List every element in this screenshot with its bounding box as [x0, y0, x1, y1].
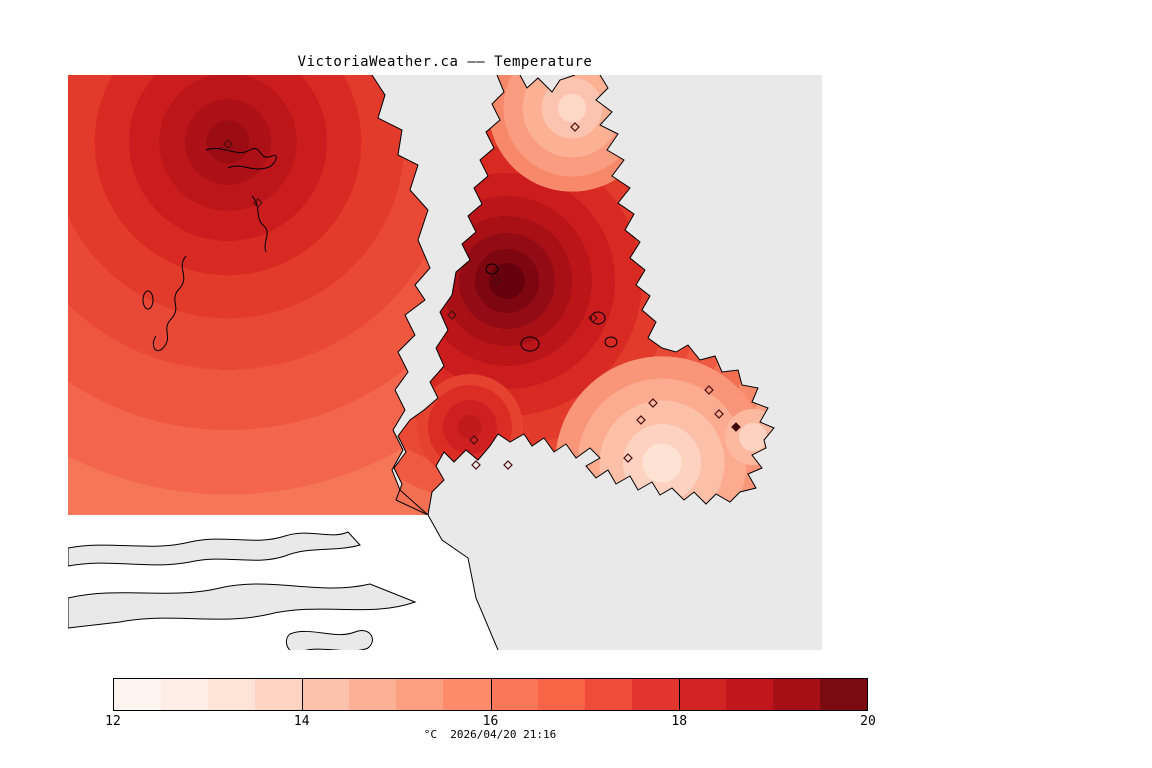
temperature-field-west: [68, 75, 430, 515]
station-diamond-marker: [253, 198, 263, 208]
temperature-contour-svg: [68, 75, 822, 650]
coastline-top-notches: [519, 75, 576, 93]
colorbar-segment: [678, 679, 726, 710]
station-diamond-marker: [447, 310, 457, 320]
colorbar-tick-label: 12: [105, 714, 121, 729]
station-diamond-marker: [469, 435, 479, 445]
station-diamond-marker: [648, 398, 658, 408]
station-diamond-marker: [588, 313, 598, 323]
station-diamond-marker: [714, 409, 724, 419]
colorbar: [113, 678, 868, 711]
colorbar-segment: [819, 679, 867, 710]
colorbar-segment: [584, 679, 632, 710]
station-diamond-marker: [731, 422, 741, 432]
colorbar-segment: [772, 679, 820, 710]
colorbar-segment: [161, 679, 209, 710]
colorbar-caption: °C 2026/04/20 21:16: [423, 728, 557, 741]
station-diamond-marker: [503, 460, 513, 470]
coastline-inlet-west: [371, 75, 431, 516]
colorbar-segment: [302, 679, 350, 710]
station-diamond-marker: [704, 385, 714, 395]
island-outlines: [142, 147, 618, 352]
station-diamond-marker: [223, 139, 233, 149]
colorbar-segment: [725, 679, 773, 710]
nodata-region: [68, 515, 498, 650]
coastline-nodata-boundary: [427, 514, 499, 650]
colorbar-segment: [537, 679, 585, 710]
colorbar-segment: [443, 679, 491, 710]
temperature-map: [68, 75, 822, 650]
colorbar-tick-label: 18: [671, 714, 688, 729]
plot-title: VictoriaWeather.ca —— Temperature: [297, 54, 593, 70]
colorbar-segment: [631, 679, 679, 710]
station-diamond-marker: [570, 122, 580, 132]
colorbar-tick-labels: 12 14 16 18 20: [105, 714, 876, 730]
colorbar-segment: [349, 679, 397, 710]
colorbar-tick-label: 16: [482, 714, 499, 729]
colorbar-segment: [255, 679, 303, 710]
colorbar-tick-label: 14: [293, 714, 310, 729]
colorbar-segment: [208, 679, 256, 710]
coastlines-lower-left: [68, 531, 417, 650]
coastline-central-mass: [393, 75, 775, 516]
colorbar-segment: [396, 679, 444, 710]
station-markers-group: [223, 122, 741, 470]
colorbar-tick-mark: [490, 679, 492, 710]
colorbar-tick-label: 20: [860, 714, 876, 729]
station-diamond-marker: [471, 460, 481, 470]
colorbar-segment: [490, 679, 538, 710]
station-diamond-marker: [636, 415, 646, 425]
colorbar-tick-mark: [678, 679, 680, 710]
station-diamond-marker: [623, 453, 633, 463]
station-diamond-marker: [492, 276, 502, 286]
colorbar-tick-mark: [302, 679, 304, 710]
colorbar-segment: [114, 679, 162, 710]
